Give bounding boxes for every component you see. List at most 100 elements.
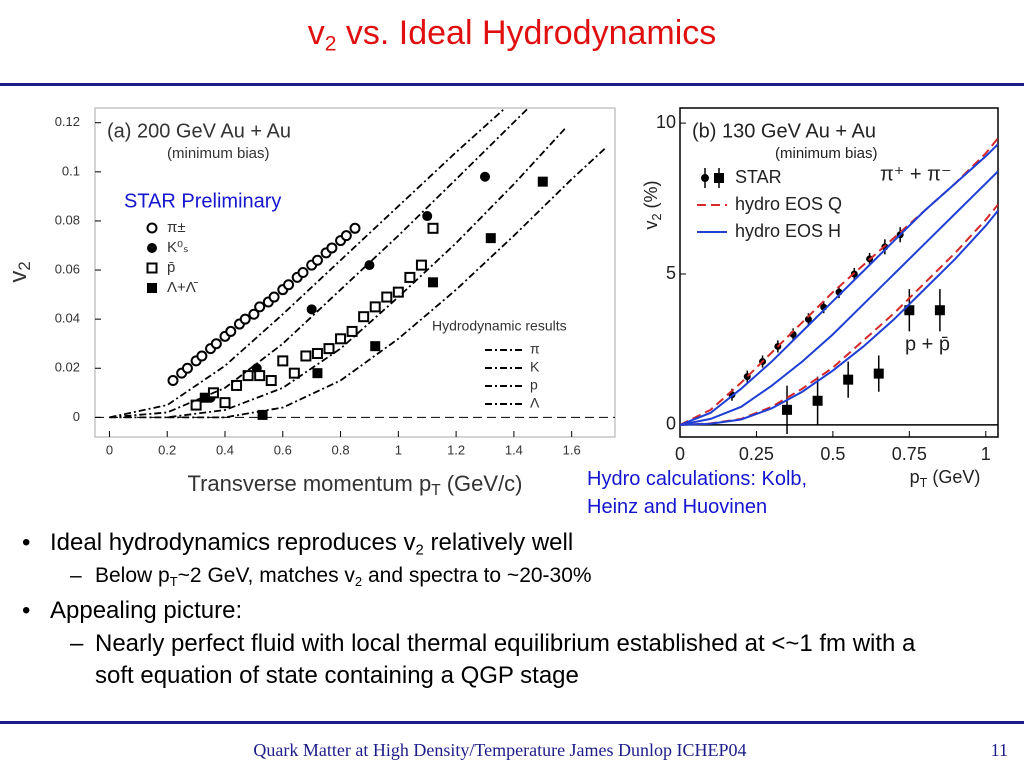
bullet: Appealing picture: bbox=[0, 594, 1000, 628]
marker bbox=[312, 368, 323, 379]
text-run: (GeV/c) bbox=[441, 471, 523, 496]
marker bbox=[268, 291, 280, 303]
marker bbox=[231, 379, 243, 391]
y-tick-label: 5 bbox=[666, 263, 676, 283]
text-run: ~2 GeV, matches v bbox=[177, 564, 355, 587]
annotation: p + p̄ bbox=[905, 333, 950, 355]
curve bbox=[109, 127, 567, 419]
text-run: v bbox=[641, 221, 661, 230]
x-tick-label: 1.2 bbox=[447, 442, 465, 457]
text-run: relatively well bbox=[423, 529, 574, 556]
y-tick-label: 0.08 bbox=[55, 212, 80, 227]
subscript: T bbox=[169, 573, 178, 589]
x-tick-label: 1 bbox=[981, 444, 991, 464]
marker bbox=[147, 243, 157, 253]
x-tick-label: 0.5 bbox=[820, 444, 845, 464]
y-tick-label: 0.1 bbox=[62, 163, 80, 178]
marker bbox=[427, 222, 439, 234]
marker bbox=[934, 305, 945, 316]
marker bbox=[335, 333, 347, 345]
x-tick-label: 0 bbox=[106, 442, 113, 457]
x-tick-label: 0.75 bbox=[892, 444, 927, 464]
marker bbox=[428, 277, 438, 288]
subscript: 2 bbox=[324, 32, 337, 56]
legend-label: hydro EOS H bbox=[735, 221, 841, 241]
marker bbox=[219, 397, 231, 409]
marker bbox=[210, 338, 222, 350]
chart: (b) 130 GeV Au + Au (minimum bias) 0 0.25 0.… bbox=[641, 107, 999, 490]
plot-area bbox=[680, 137, 998, 434]
subscript: T bbox=[431, 482, 441, 499]
curve bbox=[167, 146, 607, 419]
marker bbox=[358, 311, 370, 323]
marker bbox=[843, 374, 854, 385]
curve bbox=[109, 108, 506, 419]
x-tick-label: 0.8 bbox=[332, 442, 350, 457]
credit-line: Hydro calculations: Kolb, bbox=[587, 468, 808, 490]
marker bbox=[326, 242, 338, 254]
marker bbox=[297, 267, 309, 278]
plot-area bbox=[109, 108, 607, 420]
x-tick-label: 1 bbox=[395, 442, 402, 457]
marker bbox=[306, 304, 317, 315]
text-run: Appealing picture: bbox=[50, 597, 243, 624]
marker bbox=[167, 375, 179, 387]
x-tick-label: 0.6 bbox=[274, 442, 292, 457]
marker bbox=[364, 260, 375, 271]
text-run: vs. Ideal Hydrodynamics bbox=[336, 14, 717, 52]
marker bbox=[248, 308, 260, 320]
marker bbox=[369, 301, 381, 313]
marker bbox=[782, 404, 793, 415]
curve bbox=[680, 209, 998, 426]
marker bbox=[146, 222, 158, 234]
text-run: (%) bbox=[641, 180, 661, 213]
subscript: 2 bbox=[415, 542, 424, 559]
marker bbox=[225, 325, 237, 337]
marker bbox=[392, 286, 404, 298]
marker bbox=[254, 370, 266, 382]
y-tick-label: 0 bbox=[666, 414, 676, 434]
text-run: and spectra to ~20-30% bbox=[362, 564, 592, 587]
marker bbox=[404, 271, 416, 283]
legend-label: STAR bbox=[735, 167, 782, 187]
curve bbox=[680, 143, 998, 426]
subscript: 2 bbox=[354, 573, 363, 589]
marker bbox=[537, 176, 548, 187]
chart-title: (b) 130 GeV Au + Au bbox=[692, 120, 876, 142]
marker bbox=[381, 291, 393, 303]
subscript: 2 bbox=[15, 261, 34, 270]
plot-frame bbox=[94, 107, 616, 438]
marker bbox=[311, 254, 323, 266]
chart-title: (a) 200 GeV Au + Au bbox=[107, 120, 291, 142]
marker bbox=[181, 362, 193, 374]
text-run: Transverse momentum p bbox=[187, 471, 431, 496]
marker bbox=[265, 375, 277, 387]
y-tick-label: 0.04 bbox=[55, 311, 80, 326]
marker bbox=[254, 301, 266, 313]
x-tick-label: 0 bbox=[675, 444, 685, 464]
legend-label: p̄ bbox=[167, 259, 175, 276]
slide-title: v2 vs. Ideal Hydrodynamics bbox=[0, 14, 1024, 56]
annotation: STAR Preliminary bbox=[124, 190, 281, 212]
marker bbox=[283, 279, 295, 291]
legend-label: Λ+Λ̄ bbox=[167, 279, 198, 296]
credit-line: Heinz and Huovinen bbox=[587, 496, 768, 518]
legend-label: Λ bbox=[530, 395, 540, 411]
page-number: 11 bbox=[990, 740, 1008, 760]
text-run: (GeV) bbox=[927, 467, 980, 487]
curve bbox=[680, 170, 998, 426]
chart-subtitle: (minimum bias) bbox=[167, 145, 270, 162]
y-axis-label: v2 bbox=[5, 261, 34, 282]
marker bbox=[346, 325, 358, 337]
footer-rule bbox=[0, 721, 1024, 724]
legend-label: K bbox=[530, 359, 540, 375]
marker bbox=[370, 341, 381, 352]
marker bbox=[714, 173, 724, 183]
marker bbox=[239, 313, 251, 325]
y-tick-label: 0.06 bbox=[55, 261, 80, 276]
subscript: T bbox=[920, 476, 928, 490]
x-tick-label: 1.6 bbox=[563, 442, 581, 457]
marker bbox=[196, 350, 208, 362]
bullet-list: Ideal hydrodynamics reproduces v2 relati… bbox=[0, 524, 1000, 692]
